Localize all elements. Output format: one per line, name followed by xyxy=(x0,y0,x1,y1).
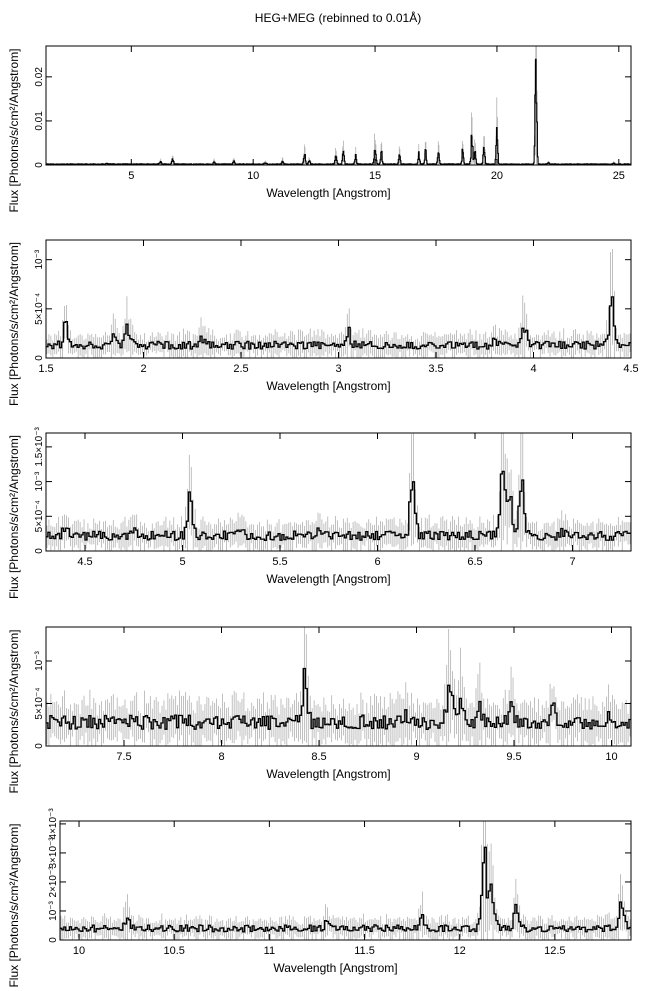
error-bars xyxy=(46,433,631,551)
x-tick-label: 10 xyxy=(605,751,617,763)
y-tick-label: 0 xyxy=(34,162,45,168)
y-tick-label: 5×10⁻⁴ xyxy=(34,293,45,325)
x-tick-label: 7 xyxy=(569,556,575,568)
x-tick-label: 3 xyxy=(335,363,341,375)
plot-frame xyxy=(45,432,632,552)
y-tick-label: 0.01 xyxy=(34,111,45,131)
x-tick-label: 4.5 xyxy=(77,556,92,568)
x-tick-label: 9 xyxy=(413,751,419,763)
y-tick-label: 0 xyxy=(34,548,45,554)
y-tick-label: 1.5×10⁻³ xyxy=(34,426,45,466)
y-tick-label: 4×10⁻³ xyxy=(48,808,59,840)
x-tick-label: 15 xyxy=(369,170,381,182)
panel-3: 4.5 5 5.5 6 6.5 7 0 5×10⁻⁴ 10⁻³ 1.5×10⁻³ Wavelengt… xyxy=(7,426,632,599)
x-tick-label: 11 xyxy=(264,945,275,957)
y-tick-label: 0 xyxy=(34,743,45,749)
spectrum-line xyxy=(46,470,631,541)
plot-frame xyxy=(45,45,632,166)
y-tick-label: 10⁻³ xyxy=(34,249,45,269)
x-tick-label: 2.5 xyxy=(233,363,248,375)
y-axis-label: Flux [Photons/s/cm²/Angstrom] xyxy=(7,48,21,212)
x-tick-label: 12.5 xyxy=(544,945,565,957)
x-tick-label: 5.5 xyxy=(272,556,287,568)
x-tick-label: 3.5 xyxy=(428,363,443,375)
y-tick-label: 5×10⁻⁴ xyxy=(34,500,45,532)
x-tick-label: 5 xyxy=(128,170,134,182)
x-tick-label: 10.5 xyxy=(163,945,184,957)
x-tick-label: 2 xyxy=(140,363,146,375)
x-axis-label: Wavelength [Angstrom] xyxy=(273,961,397,975)
x-axis-label: Wavelength [Angstrom] xyxy=(266,379,390,393)
spectrum-line xyxy=(60,846,631,933)
plot-frame xyxy=(59,820,632,941)
panel-4: 7.5 8 8.5 9 9.5 10 0 5×10⁻⁴ 10⁻³ Wavelength [Angs… xyxy=(7,626,632,794)
y-axis-label: Flux [Photons/s/cm²/Angstrom] xyxy=(7,823,21,987)
x-axis-label: Wavelength [Angstrom] xyxy=(266,767,390,781)
x-tick-label: 12 xyxy=(454,945,466,957)
x-tick-label: 4.5 xyxy=(623,363,638,375)
x-tick-label: 8 xyxy=(218,751,224,763)
x-tick-label: 5 xyxy=(179,556,185,568)
spectrum-line xyxy=(46,667,631,730)
y-axis-label: Flux [Photons/s/cm²/Angstrom] xyxy=(7,629,21,793)
panel-1: 5 10 15 20 25 0 0.01 0.02 Wavelength [Angstrom] F… xyxy=(7,45,632,213)
y-tick-label: 10⁻³ xyxy=(48,900,59,920)
x-tick-label: 8.5 xyxy=(311,751,326,763)
y-axis-label: Flux [Photons/s/cm²/Angstrom] xyxy=(7,242,21,406)
y-tick-label: 0.02 xyxy=(34,67,45,87)
x-tick-label: 20 xyxy=(491,170,503,182)
x-axis-label: Wavelength [Angstrom] xyxy=(266,186,390,200)
x-tick-label: 6 xyxy=(374,556,380,568)
y-tick-label: 10⁻³ xyxy=(34,650,45,670)
y-tick-label: 3×10⁻³ xyxy=(48,837,59,869)
x-tick-label: 25 xyxy=(613,170,625,182)
x-tick-label: 6.5 xyxy=(467,556,482,568)
x-tick-label: 11.5 xyxy=(354,945,375,957)
panel-5: 10 10.5 11 11.5 12 12.5 0 10⁻³ 2×10⁻³3×10⁻³4×10⁻… xyxy=(7,808,632,988)
y-tick-label: 5×10⁻⁴ xyxy=(34,687,45,719)
error-bars xyxy=(45,46,632,165)
spectrum-line xyxy=(46,296,631,350)
x-axis-label: Wavelength [Angstrom] xyxy=(266,572,390,586)
y-axis-label: Flux [Photons/s/cm²/Angstrom] xyxy=(7,435,21,599)
x-tick-label: 4 xyxy=(530,363,536,375)
y-tick-label: 0 xyxy=(34,355,45,361)
x-tick-label: 10 xyxy=(73,945,85,957)
panel-2: 1.5 2 2.5 3 3.5 4 4.5 0 5×10⁻⁴ 10⁻³ Wavelength [An… xyxy=(7,239,639,406)
error-bars xyxy=(60,821,631,940)
x-tick-label: 1.5 xyxy=(38,363,53,375)
x-tick-label: 9.5 xyxy=(506,751,521,763)
y-tick-label: 2×10⁻³ xyxy=(48,866,59,898)
plot-frame xyxy=(45,626,632,747)
y-tick-label: 10⁻³ xyxy=(34,471,45,491)
y-tick-label: 0 xyxy=(48,937,59,943)
x-tick-label: 7.5 xyxy=(116,751,131,763)
figure-title: HEG+MEG (rebinned to 0.01Å) xyxy=(255,10,421,25)
x-tick-label: 10 xyxy=(247,170,259,182)
spectrum-line xyxy=(46,58,631,165)
